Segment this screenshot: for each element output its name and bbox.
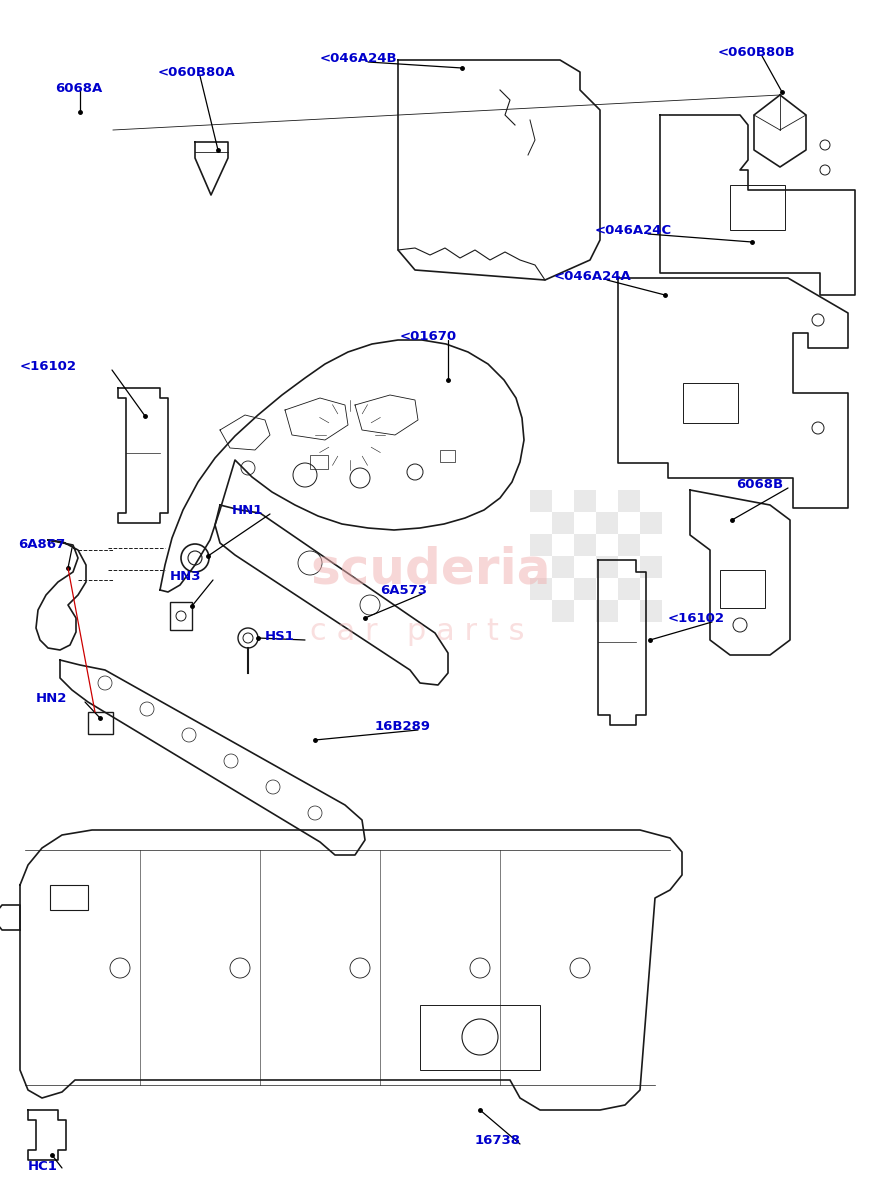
Bar xyxy=(170,602,192,630)
Bar xyxy=(552,512,574,534)
Bar xyxy=(640,556,662,578)
Bar xyxy=(640,578,662,600)
Text: 6068B: 6068B xyxy=(736,478,783,491)
Text: <060B80A: <060B80A xyxy=(158,66,236,78)
Bar xyxy=(552,490,574,512)
Text: <16102: <16102 xyxy=(20,360,77,372)
Text: HN3: HN3 xyxy=(170,570,202,582)
Bar xyxy=(618,534,640,556)
Text: 16738: 16738 xyxy=(475,1134,521,1146)
Text: HS1: HS1 xyxy=(265,630,295,642)
Bar xyxy=(574,512,596,534)
Bar xyxy=(310,455,328,469)
Bar xyxy=(640,600,662,622)
Bar xyxy=(50,886,88,910)
Text: HC1: HC1 xyxy=(28,1159,58,1172)
Bar xyxy=(596,600,618,622)
Bar xyxy=(640,534,662,556)
Bar xyxy=(552,534,574,556)
Bar xyxy=(596,556,618,578)
Bar xyxy=(574,600,596,622)
Bar xyxy=(574,490,596,512)
Bar xyxy=(552,578,574,600)
Bar xyxy=(618,556,640,578)
Bar xyxy=(596,490,618,512)
Bar xyxy=(640,490,662,512)
Bar xyxy=(618,512,640,534)
Text: <060B80B: <060B80B xyxy=(718,46,795,59)
Text: c a r   p a r t s: c a r p a r t s xyxy=(310,618,524,647)
Text: 16B289: 16B289 xyxy=(375,720,431,732)
Bar xyxy=(574,578,596,600)
Text: <046A24B: <046A24B xyxy=(320,52,397,65)
Bar xyxy=(683,383,738,422)
Bar xyxy=(730,185,785,230)
Text: scuderia: scuderia xyxy=(310,546,551,594)
Text: <046A24A: <046A24A xyxy=(554,270,631,282)
Bar xyxy=(530,600,552,622)
Bar xyxy=(552,600,574,622)
Bar xyxy=(530,556,552,578)
Bar xyxy=(88,712,113,734)
Bar xyxy=(596,512,618,534)
Bar xyxy=(530,534,552,556)
Bar xyxy=(530,512,552,534)
Bar xyxy=(530,490,552,512)
Bar xyxy=(420,1006,540,1070)
Text: <16102: <16102 xyxy=(668,612,725,624)
Bar xyxy=(618,490,640,512)
Bar xyxy=(574,534,596,556)
Text: 6068A: 6068A xyxy=(55,82,103,95)
Bar xyxy=(440,450,455,462)
Bar xyxy=(596,534,618,556)
Bar xyxy=(574,556,596,578)
Text: 6A867: 6A867 xyxy=(18,539,65,552)
Bar xyxy=(596,578,618,600)
Bar xyxy=(552,556,574,578)
Text: HN2: HN2 xyxy=(36,691,68,704)
Bar xyxy=(720,570,765,608)
Bar xyxy=(618,578,640,600)
Text: <01670: <01670 xyxy=(400,330,457,342)
Text: <046A24C: <046A24C xyxy=(595,223,672,236)
Bar xyxy=(530,578,552,600)
Text: HN1: HN1 xyxy=(232,504,263,516)
Bar xyxy=(640,512,662,534)
Bar xyxy=(618,600,640,622)
Text: 6A573: 6A573 xyxy=(380,583,427,596)
